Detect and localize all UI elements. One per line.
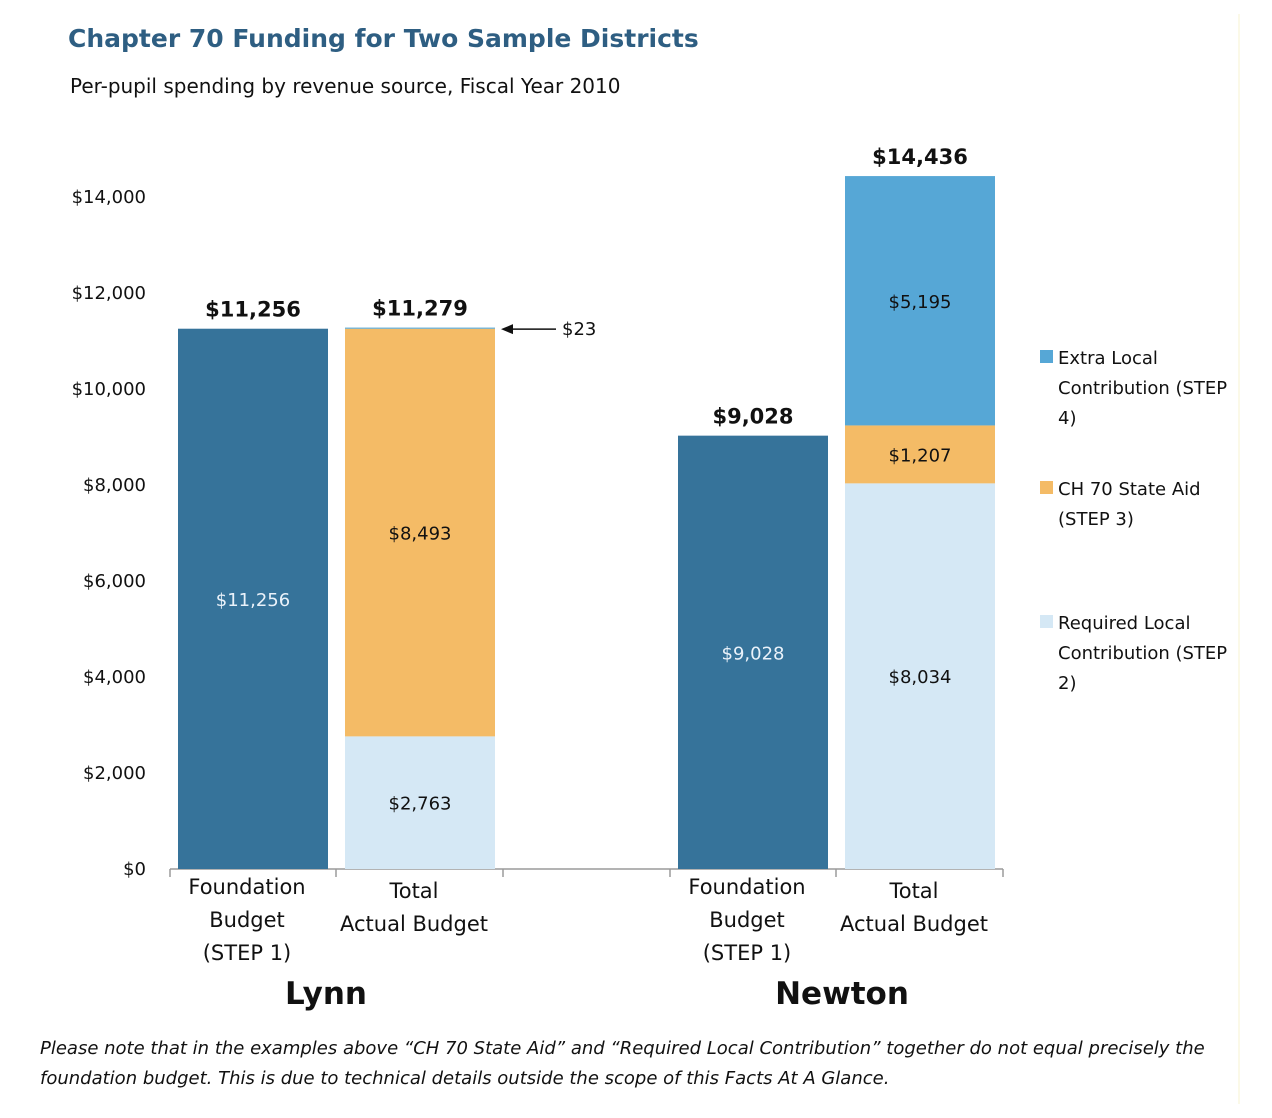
category-label: Budget: [709, 908, 785, 932]
category-label: Actual Budget: [340, 912, 488, 936]
page-edge-rule: [1238, 14, 1240, 1104]
legend-swatch-required-local: [1040, 615, 1053, 628]
bar-segment-required-local: [845, 483, 995, 869]
bar-segment-required-local: [345, 736, 495, 869]
category-label: Total: [888, 879, 938, 903]
legend-label-required-local: Required Local Contribution (STEP 2): [1058, 613, 1228, 694]
category-label: Budget: [209, 908, 285, 932]
data-label: $8,493: [389, 524, 452, 545]
y-tick-label: $4,000: [83, 667, 146, 688]
group-label: Lynn: [285, 976, 367, 1012]
chart-subtitle: Per-pupil spending by revenue source, Fi…: [70, 74, 621, 98]
category-label: (STEP 1): [703, 941, 792, 965]
group-label: Newton: [775, 976, 909, 1012]
legend-label-state-aid: CH 70 State Aid (STEP 3): [1058, 479, 1201, 530]
stacked-bar-chart: $0 $2,000 $4,000 $6,000 $8,000 $10,000 $12,000…: [72, 145, 1004, 1012]
category-label: Foundation: [188, 875, 305, 899]
data-label: $11,256: [216, 590, 290, 611]
category-label: Foundation: [688, 875, 805, 899]
data-label: $2,763: [389, 794, 452, 815]
y-tick-label: $6,000: [83, 571, 146, 592]
chart-title: Chapter 70 Funding for Two Sample Distri…: [68, 24, 699, 53]
legend-label-extra-local: Extra Local Contribution (STEP 4): [1058, 348, 1228, 429]
bar-segment-state-aid: [345, 328, 495, 737]
data-label: $1,207: [889, 445, 952, 466]
y-tick-label: $0: [123, 859, 146, 880]
bar-segment-state-aid: [845, 425, 995, 484]
data-label: $8,034: [889, 667, 952, 688]
data-label: $5,195: [889, 292, 952, 313]
footnote: Please note that in the examples above “…: [40, 1038, 1205, 1089]
bar-segment-extra-local: [845, 176, 995, 426]
bar-total-label: $11,279: [372, 297, 468, 321]
bar-total-label: $9,028: [712, 405, 793, 429]
category-label: (STEP 1): [203, 941, 292, 965]
bar-total-label: $11,256: [205, 298, 301, 322]
legend-swatch-state-aid: [1040, 481, 1053, 494]
y-tick-label: $8,000: [83, 475, 146, 496]
bar-segment-foundation: [678, 435, 828, 869]
callout-arrow-head: [501, 324, 513, 335]
y-tick-label: $10,000: [72, 379, 146, 400]
data-label: $23: [562, 319, 596, 340]
legend-swatch-extra-local: [1040, 350, 1053, 363]
y-tick-label: $12,000: [72, 283, 146, 304]
bar-total-label: $14,436: [872, 145, 968, 169]
category-label: Actual Budget: [840, 912, 988, 936]
category-label: Total: [388, 879, 438, 903]
data-label: $9,028: [722, 643, 785, 664]
bar-segment-extra-local: [345, 327, 495, 329]
y-tick-label: $2,000: [83, 763, 146, 784]
y-tick-label: $14,000: [72, 187, 146, 208]
bar-segment-foundation: [178, 328, 328, 869]
